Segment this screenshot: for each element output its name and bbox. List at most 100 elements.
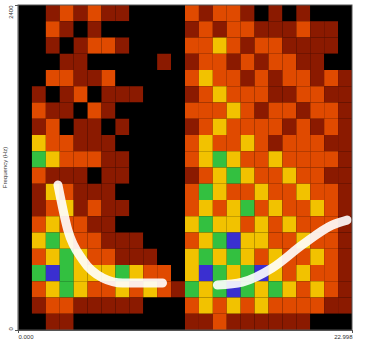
heat-cell (102, 21, 116, 37)
heat-cell (115, 184, 129, 200)
heat-cell (60, 103, 74, 119)
heat-cell (296, 168, 310, 184)
heat-cell (46, 233, 60, 249)
heat-cell (324, 70, 338, 86)
heat-cell (171, 233, 185, 249)
heat-cell (282, 200, 296, 216)
heat-cell (129, 103, 143, 119)
heat-cell (282, 5, 296, 21)
heat-cell (74, 70, 88, 86)
x-tick-label: 22.998 (334, 334, 353, 340)
heat-cell (171, 86, 185, 102)
heat-cell (143, 200, 157, 216)
heat-cell (115, 38, 129, 54)
heat-cell (199, 184, 213, 200)
heat-cell (296, 5, 310, 21)
heat-cell (143, 5, 157, 21)
heat-cell (213, 38, 227, 54)
heat-cell (199, 151, 213, 167)
heat-cell (199, 281, 213, 297)
heat-cell (102, 5, 116, 21)
heat-cell (157, 119, 171, 135)
heat-cell (324, 86, 338, 102)
heat-cell (199, 168, 213, 184)
heat-cell (60, 314, 74, 330)
heat-cell (282, 298, 296, 314)
heat-cell (296, 119, 310, 135)
heat-cell (18, 233, 32, 249)
heat-cell (213, 21, 227, 37)
heat-cell (338, 298, 352, 314)
heat-cell (241, 249, 255, 265)
heat-cell (32, 233, 46, 249)
y-tick-mark (15, 330, 18, 331)
heat-cell (88, 135, 102, 151)
heat-cell (102, 314, 116, 330)
heat-cell (129, 86, 143, 102)
heat-cell (324, 298, 338, 314)
heat-cell (255, 281, 269, 297)
y-tick: 0 (8, 327, 18, 331)
heat-cell (296, 70, 310, 86)
heat-cell (213, 135, 227, 151)
heat-cell (32, 200, 46, 216)
heat-cell (185, 119, 199, 135)
heat-cell (199, 233, 213, 249)
heat-cell (227, 168, 241, 184)
heat-cell (185, 38, 199, 54)
heat-cell (241, 5, 255, 21)
heat-cell (324, 5, 338, 21)
heat-cell (171, 168, 185, 184)
heat-cell (296, 298, 310, 314)
heat-cell (60, 168, 74, 184)
heat-cell (115, 54, 129, 70)
heat-cell (115, 70, 129, 86)
heat-cell (227, 216, 241, 232)
heat-cell (74, 216, 88, 232)
heat-cell (115, 200, 129, 216)
heat-cell (32, 70, 46, 86)
heat-cell (129, 233, 143, 249)
heat-cell (129, 119, 143, 135)
heat-cell (18, 314, 32, 330)
heat-cell (338, 200, 352, 216)
heat-cell (227, 86, 241, 102)
heat-cell (282, 119, 296, 135)
heat-cell (46, 249, 60, 265)
heat-cell (18, 200, 32, 216)
heat-cell (18, 184, 32, 200)
heat-cell (102, 103, 116, 119)
heat-cell (282, 70, 296, 86)
heat-cell (46, 21, 60, 37)
heat-cell (143, 103, 157, 119)
heat-cell (324, 184, 338, 200)
heat-cell (171, 5, 185, 21)
x-tick-mark (352, 330, 353, 333)
heat-cell (32, 298, 46, 314)
heat-cell (157, 38, 171, 54)
heat-cell (324, 200, 338, 216)
heat-cell (310, 86, 324, 102)
heat-cell (143, 151, 157, 167)
heat-cell (60, 38, 74, 54)
heat-cell (46, 103, 60, 119)
heat-cell (32, 38, 46, 54)
heat-cell (18, 54, 32, 70)
heat-cell (255, 86, 269, 102)
heat-cell (32, 151, 46, 167)
heat-cell (199, 249, 213, 265)
heat-cell (102, 70, 116, 86)
heat-cell (102, 168, 116, 184)
heat-cell (129, 200, 143, 216)
heat-cell (171, 298, 185, 314)
heat-cell (18, 281, 32, 297)
heat-cell (185, 298, 199, 314)
heat-cell (338, 54, 352, 70)
heat-cell (143, 135, 157, 151)
heat-cell (282, 168, 296, 184)
heat-cell (185, 281, 199, 297)
heat-cell (88, 21, 102, 37)
heat-cell (296, 86, 310, 102)
heat-cell (185, 151, 199, 167)
heat-cell (310, 314, 324, 330)
